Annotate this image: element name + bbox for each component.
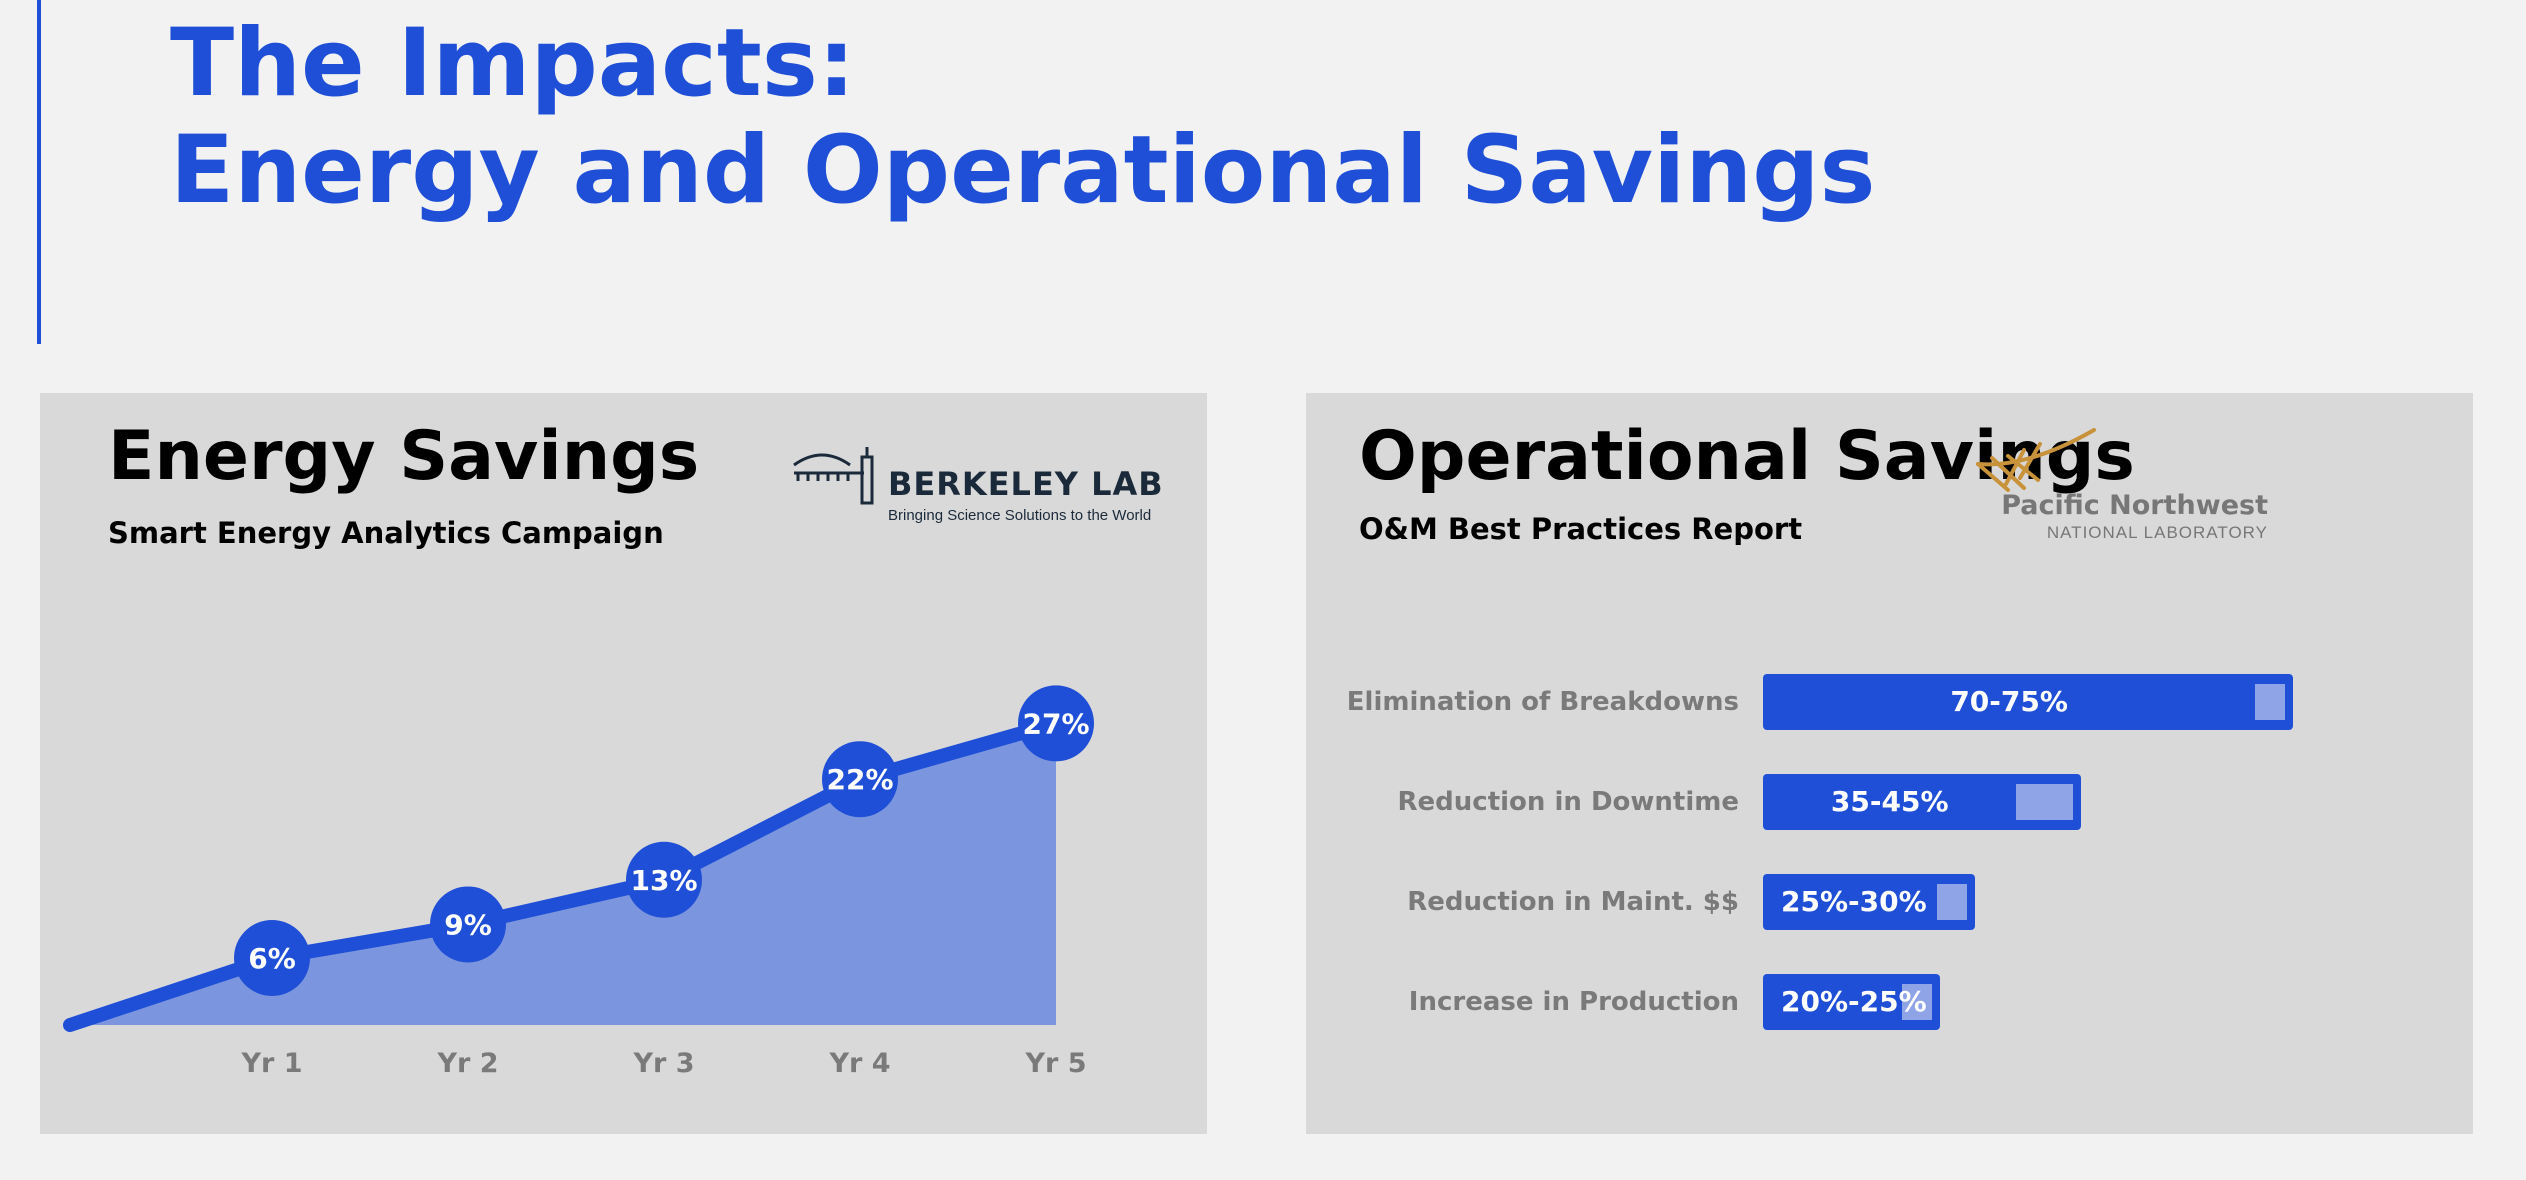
bar-range-marker [2016,784,2074,820]
data-point-marker [430,886,506,963]
x-tick-label: Yr 2 [436,1048,498,1079]
data-point-label: 22% [826,763,893,796]
pnnl-swoosh-icon [1976,428,2096,492]
bar-row: Reduction in Downtime 35-45% [1306,774,2473,830]
bar-row: Reduction in Maint. $$ 25%-30% [1306,874,2473,930]
data-point-marker [822,741,898,818]
slide-title: The Impacts: Energy and Operational Savi… [170,10,1875,224]
bar-value-label: 35-45% [1830,785,1949,818]
energy-panel-subtitle: Smart Energy Analytics Campaign [108,516,664,550]
energy-savings-panel: Energy Savings Smart Energy Analytics Ca… [40,393,1207,1134]
data-point-label: 9% [444,908,492,941]
berkeley-lab-logo: BERKELEY LAB Bringing Science Solutions … [792,443,1172,533]
x-tick-label: Yr 4 [828,1048,890,1079]
title-accent-rule [37,0,41,344]
data-point-label: 13% [630,864,697,897]
berkeley-lab-tagline: Bringing Science Solutions to the World [888,507,1152,524]
bar-row: Increase in Production 20%-25% [1306,974,2473,1030]
slide-title-line-2: Energy and Operational Savings [170,116,1876,225]
data-point-marker [234,919,310,996]
bar-track: 25%-30% [1763,874,1976,930]
x-tick-label: Yr 5 [1024,1048,1086,1079]
data-point-marker [1018,685,1094,762]
area-fill [70,723,1056,1025]
energy-panel-title: Energy Savings [108,417,700,496]
bar-range-marker [2255,684,2286,720]
bar-value-label: 20%-25% [1781,985,1927,1018]
pnnl-subname: NATIONAL LABORATORY [2046,523,2268,542]
slide-title-line-1: The Impacts: [170,9,856,118]
bar-category-label: Elimination of Breakdowns [1346,687,1739,717]
bar-range-marker [1937,884,1968,920]
operational-savings-panel: Operational Savings O&M Best Practices R… [1306,393,2473,1134]
bar-category-label: Increase in Production [1408,987,1739,1017]
bar-category-label: Reduction in Maint. $$ [1407,887,1739,917]
data-point-marker [626,841,702,918]
bar-category-label: Reduction in Downtime [1397,787,1739,817]
bar-track: 70-75% [1763,674,2294,730]
bar-track: 20%-25% [1763,974,1940,1030]
operational-panel-subtitle: O&M Best Practices Report [1359,512,1803,546]
x-tick-label: Yr 3 [632,1048,694,1079]
pnnl-name: Pacific Northwest [2001,490,2268,521]
energy-savings-area-chart: 6% Yr 1 9% Yr 2 13% Yr 3 22% Yr 4 27% Yr 5 [63,685,1094,1079]
bar-range-marker [1901,984,1932,1020]
data-point-label: 6% [248,942,296,975]
bar-value-label: 25%-30% [1781,885,1927,918]
data-point-label: 27% [1022,707,1089,740]
pnnl-logo: Pacific Northwest NATIONAL LABORATORY [1838,428,2268,548]
bar-row: Elimination of Breakdowns 70-75% [1306,674,2473,730]
x-tick-label: Yr 1 [240,1048,302,1079]
berkeley-lab-building-icon [793,447,874,505]
bar-value-label: 70-75% [1950,685,2068,718]
berkeley-lab-name: BERKELEY LAB [888,465,1164,503]
bar-fill [1763,674,2294,730]
bar-track: 35-45% [1763,774,2082,830]
